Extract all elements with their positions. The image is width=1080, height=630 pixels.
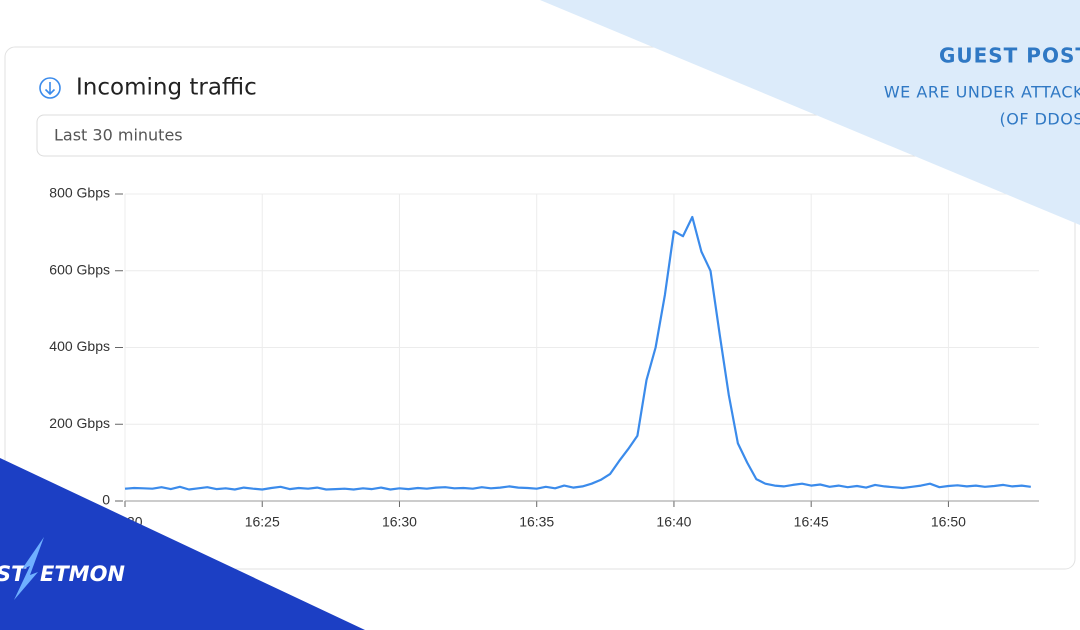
y-tick-label: 600 Gbps <box>49 261 110 277</box>
x-tick-label: 16:25 <box>245 514 280 530</box>
x-tick-label: 16:35 <box>519 514 554 530</box>
x-tick-label: 16:50 <box>931 514 966 530</box>
range-label: Last 30 minutes <box>54 126 183 145</box>
banner-shape <box>540 0 1080 225</box>
x-tick-label: 16:45 <box>794 514 829 530</box>
logo-shape <box>0 458 365 630</box>
icon <box>39 77 61 99</box>
logo-text: ETMON <box>40 562 125 586</box>
banner-headline: WE ARE UNDER ATTACK <box>884 83 1080 102</box>
panel <box>4 46 1076 570</box>
banner-headline: (OF DDOS <box>999 110 1080 129</box>
y-tick-label: 0 <box>102 492 110 508</box>
logo-bolt <box>14 537 44 600</box>
x-tick-label: 16:40 <box>656 514 691 530</box>
y-tick-label: 800 Gbps <box>49 185 110 201</box>
panel-title: Incoming traffic <box>76 75 257 101</box>
y-tick-label: 400 Gbps <box>49 338 110 354</box>
series-line <box>124 215 1031 491</box>
y-tick-label: 200 Gbps <box>49 415 110 431</box>
x-tick-label: 16:30 <box>382 514 417 530</box>
icon-arrow <box>44 82 56 96</box>
banner-tag: GUEST POST <box>939 44 1080 68</box>
